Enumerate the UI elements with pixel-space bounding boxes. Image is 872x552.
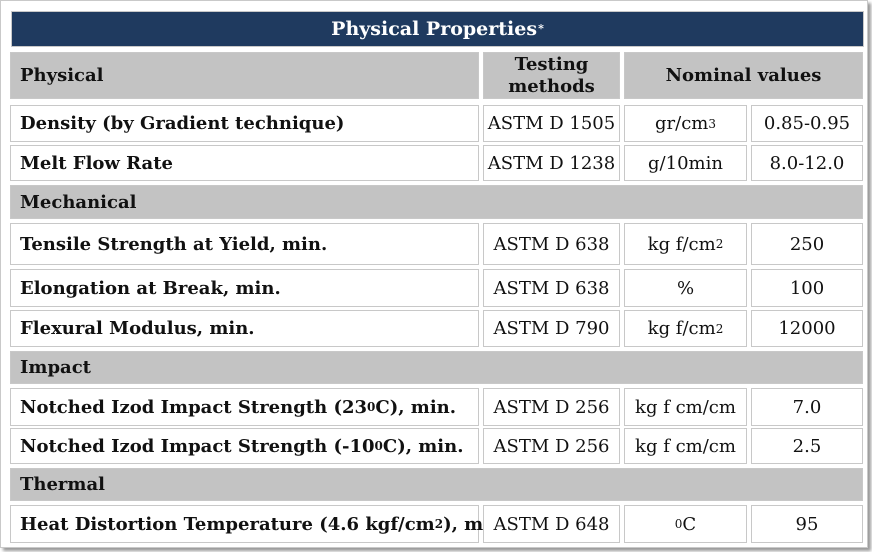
- value-label: 0.85-0.95: [763, 113, 851, 134]
- table-row-value: 8.0-12.0: [751, 145, 863, 181]
- property-label: Melt Flow Rate: [20, 152, 173, 174]
- value-label: 8.0-12.0: [769, 152, 845, 174]
- table-row-value: 250: [751, 223, 863, 265]
- property-label: Flexural Modulus, min.: [20, 318, 255, 339]
- table-row-method: ASTM D 648: [483, 505, 620, 543]
- value-label: 7.0: [792, 396, 822, 418]
- table-row-unit: g/10min: [624, 145, 747, 181]
- table-row-value: 12000: [751, 310, 863, 347]
- unit-label: kg f cm/cm: [635, 396, 736, 418]
- table-row-value: 2.5: [751, 428, 863, 464]
- table-row-property: Tensile Strength at Yield, min.: [10, 223, 479, 265]
- property-label: Notched Izod Impact Strength (23: [20, 396, 368, 418]
- method-label: ASTM D 1238: [487, 152, 616, 174]
- unit-label: kg f/cm: [647, 318, 716, 339]
- table-row-unit: kg f cm/cm: [624, 428, 747, 464]
- property-label-suffix: C), min.: [382, 435, 464, 457]
- section-label: Mechanical: [20, 191, 137, 213]
- method-label: ASTM D 790: [493, 318, 610, 339]
- property-label: Notched Izod Impact Strength (-10: [20, 435, 375, 457]
- table-row-property: Density (by Gradient technique): [10, 105, 479, 142]
- table-row-method: ASTM D 638: [483, 223, 620, 265]
- value-label: 12000: [778, 318, 836, 339]
- section-label: Impact: [20, 357, 91, 378]
- table-row-unit: kg f cm/cm: [624, 388, 747, 426]
- unit-label: %: [676, 277, 695, 299]
- table-row-value: 7.0: [751, 388, 863, 426]
- header-physical: Physical: [10, 52, 479, 99]
- table-row-property: Melt Flow Rate: [10, 145, 479, 181]
- table-row-method: ASTM D 1238: [483, 145, 620, 181]
- method-label: ASTM D 638: [493, 277, 610, 299]
- value-label: 2.5: [792, 435, 822, 457]
- method-label: ASTM D 638: [493, 233, 610, 255]
- unit-label: C: [682, 513, 697, 535]
- property-label-suffix: C), min.: [375, 396, 457, 418]
- unit-label: gr/cm: [655, 113, 709, 134]
- section-label: Thermal: [20, 474, 105, 495]
- header-nominal-label: Nominal values: [665, 65, 822, 86]
- header-nominal-values: Nominal values: [624, 52, 863, 99]
- header-testing-line2: methods: [508, 75, 595, 97]
- table-row-unit: kg f/cm 2: [624, 310, 747, 347]
- method-label: ASTM D 256: [493, 435, 610, 457]
- property-label: Tensile Strength at Yield, min.: [20, 233, 328, 255]
- table-row-method: ASTM D 1505: [483, 105, 620, 142]
- table-row-property: Heat Distortion Temperature (4.6 kgf/cm 2…: [10, 505, 509, 543]
- table-row-method: ASTM D 790: [483, 310, 620, 347]
- table-row-property: Notched Izod Impact Strength (-10 0 C), m…: [10, 428, 479, 464]
- table-row-value: 95: [751, 505, 863, 543]
- property-label: Heat Distortion Temperature (4.6 kgf/cm: [20, 513, 435, 535]
- table-row-method: ASTM D 256: [483, 388, 620, 426]
- table-row-value: 0.85-0.95: [751, 105, 863, 142]
- section-header-impact: Impact: [10, 351, 863, 384]
- unit-label: kg f/cm: [647, 233, 716, 255]
- table-row-property: Flexural Modulus, min.: [10, 310, 479, 347]
- header-testing-line1: Testing: [514, 53, 589, 75]
- method-label: ASTM D 1505: [487, 113, 616, 134]
- table-title: Physical Properties: [331, 18, 538, 40]
- header-testing-methods: Testing methods: [483, 52, 620, 99]
- table-title-bar: Physical Properties *: [11, 11, 864, 47]
- table-row-unit: %: [624, 269, 747, 307]
- table-row-value: 100: [751, 269, 863, 307]
- property-label: Elongation at Break, min.: [20, 277, 281, 299]
- property-label: Density (by Gradient technique): [20, 113, 345, 134]
- section-header-thermal: Thermal: [10, 468, 863, 501]
- table-row-unit: kg f/cm 2: [624, 223, 747, 265]
- table-row-property: Notched Izod Impact Strength (23 0 C), mi…: [10, 388, 479, 426]
- table-row-method: ASTM D 256: [483, 428, 620, 464]
- value-label: 95: [795, 513, 819, 535]
- unit-label: kg f cm/cm: [635, 435, 736, 457]
- method-label: ASTM D 648: [493, 513, 610, 535]
- section-header-mechanical: Mechanical: [10, 185, 863, 219]
- unit-label: g/10min: [648, 152, 723, 174]
- value-label: 100: [789, 277, 825, 299]
- method-label: ASTM D 256: [493, 396, 610, 418]
- value-label: 250: [789, 233, 825, 255]
- table-row-property: Elongation at Break, min.: [10, 269, 479, 307]
- table-row-unit: gr/cm 3: [624, 105, 747, 142]
- header-physical-label: Physical: [20, 65, 104, 86]
- table-row-method: ASTM D 638: [483, 269, 620, 307]
